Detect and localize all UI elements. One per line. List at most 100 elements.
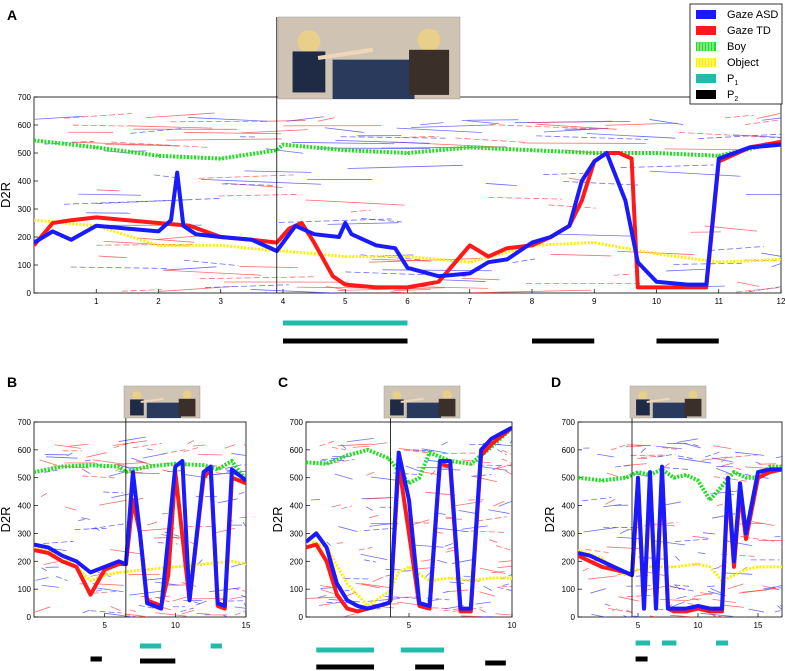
background-trace (367, 598, 400, 602)
background-trace (305, 199, 405, 206)
background-trace (320, 459, 345, 462)
series-line-gaze-td (578, 467, 782, 614)
data-point-boy (717, 154, 720, 157)
data-point-gaze-asd (500, 432, 503, 435)
x-tick-label: 12 (777, 297, 785, 306)
data-point-gaze-asd (506, 258, 508, 261)
y-tick-label: 400 (562, 502, 576, 511)
data-point-boy (346, 454, 349, 457)
data-point-gaze-td (618, 152, 621, 154)
data-point-boy (95, 146, 98, 149)
background-trace (350, 209, 371, 213)
background-trace (320, 589, 334, 594)
data-point-object (757, 565, 759, 568)
background-trace (501, 449, 512, 455)
background-trace (721, 457, 727, 463)
legend-label: Gaze TD (727, 25, 771, 37)
y-tick-label: 100 (18, 261, 32, 270)
data-point-gaze-asd (697, 604, 699, 607)
background-trace (108, 471, 125, 477)
data-point-gaze-asd (685, 607, 687, 610)
data-point-gaze-asd (580, 180, 583, 182)
y-tick-label: 700 (290, 418, 304, 427)
data-point-gaze-td (306, 546, 307, 549)
data-point-gaze-asd (95, 224, 98, 227)
background-trace (121, 289, 162, 292)
background-trace (716, 465, 734, 468)
data-point-boy (781, 465, 782, 468)
background-trace (371, 442, 387, 446)
y-tick-label: 0 (27, 613, 32, 622)
background-trace (649, 615, 659, 617)
background-trace (591, 614, 608, 617)
data-point-gaze-asd (170, 219, 172, 222)
plot-area (578, 438, 782, 617)
data-point-object (344, 255, 347, 258)
background-trace (184, 132, 282, 135)
background-trace (118, 436, 147, 442)
data-point-gaze-asd (103, 565, 106, 568)
data-point-gaze-td (157, 222, 160, 224)
x-tick-label: 10 (171, 621, 180, 630)
data-point-boy (34, 471, 35, 474)
data-point-gaze-asd (336, 582, 338, 585)
background-trace (522, 142, 646, 144)
background-trace (488, 539, 498, 543)
background-trace (734, 451, 764, 456)
video-still-image (383, 385, 461, 419)
background-trace (608, 608, 634, 613)
background-trace (286, 116, 324, 122)
data-point-gaze-asd (625, 571, 627, 574)
series-line-object (306, 537, 512, 608)
background-trace (727, 583, 744, 590)
data-point-boy (89, 464, 92, 467)
background-trace (669, 586, 695, 592)
background-trace (700, 592, 712, 595)
data-point-gaze-td (51, 222, 54, 224)
data-point-gaze-asd (146, 602, 148, 604)
background-trace (721, 553, 756, 557)
background-trace (369, 515, 379, 519)
x-tick-label: 1 (94, 297, 99, 306)
y-tick-label: 500 (562, 474, 576, 483)
y-tick-label: 600 (18, 121, 32, 130)
data-point-object (578, 549, 579, 552)
background-trace (326, 541, 333, 548)
background-trace (153, 174, 179, 179)
background-trace (498, 560, 512, 563)
data-point-gaze-td (167, 574, 170, 577)
data-point-object (408, 565, 410, 568)
data-point-object (245, 563, 246, 565)
background-trace (198, 174, 294, 179)
background-trace (712, 445, 732, 450)
data-point-gaze-asd (439, 460, 441, 462)
background-trace (497, 586, 512, 592)
background-trace (347, 164, 463, 169)
background-trace (435, 531, 444, 534)
data-point-gaze-asd (721, 607, 723, 610)
background-trace (170, 120, 263, 123)
background-trace (46, 456, 78, 459)
background-trace (674, 584, 680, 590)
background-trace (231, 453, 246, 456)
background-trace (649, 119, 684, 126)
background-trace (679, 132, 781, 139)
data-point-gaze-td (468, 244, 471, 247)
period-bar-p2 (283, 338, 408, 344)
y-tick-label: 200 (18, 557, 32, 566)
background-trace (78, 519, 85, 521)
axes-frame (577, 421, 783, 618)
data-point-gaze-asd (61, 554, 64, 557)
period-bar-p2 (415, 664, 445, 670)
background-trace (393, 289, 431, 291)
y-tick-label: 600 (18, 446, 32, 455)
background-trace (132, 472, 160, 474)
background-trace (666, 268, 706, 272)
background-trace (500, 574, 512, 580)
background-trace (114, 461, 147, 466)
background-trace (64, 113, 132, 119)
background-trace (493, 500, 505, 507)
background-trace (370, 476, 396, 481)
x-tick-label: 11 (715, 297, 724, 306)
data-point-boy (230, 460, 233, 462)
